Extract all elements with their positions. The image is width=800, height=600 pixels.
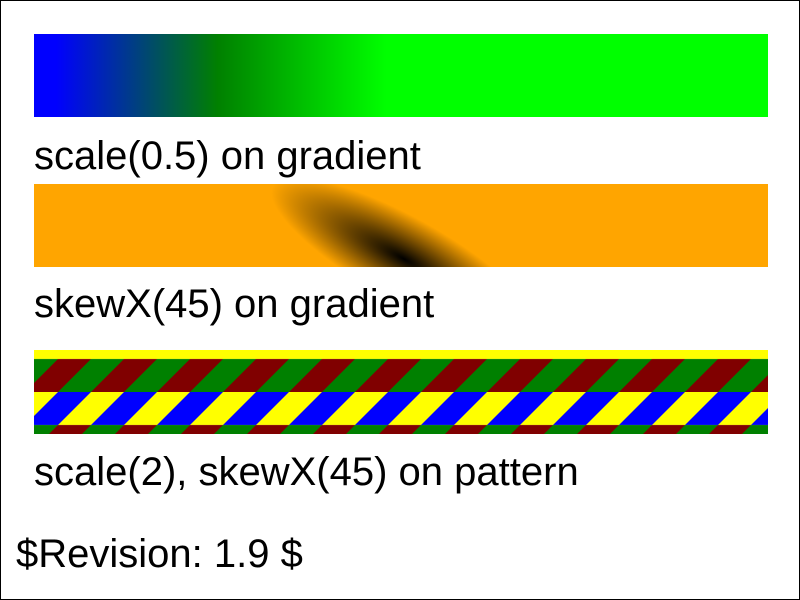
pattern-swatch (34, 350, 768, 434)
revision-label: $Revision: 1.9 $ (16, 532, 303, 576)
pattern-label: scale(2), skewX(45) on pattern (34, 450, 579, 494)
linear-gradient-swatch (34, 34, 768, 117)
radial-gradient-swatch (34, 184, 768, 267)
gradient-scale-label: scale(0.5) on gradient (34, 134, 421, 178)
gradient-skew-label: skewX(45) on gradient (34, 282, 435, 326)
